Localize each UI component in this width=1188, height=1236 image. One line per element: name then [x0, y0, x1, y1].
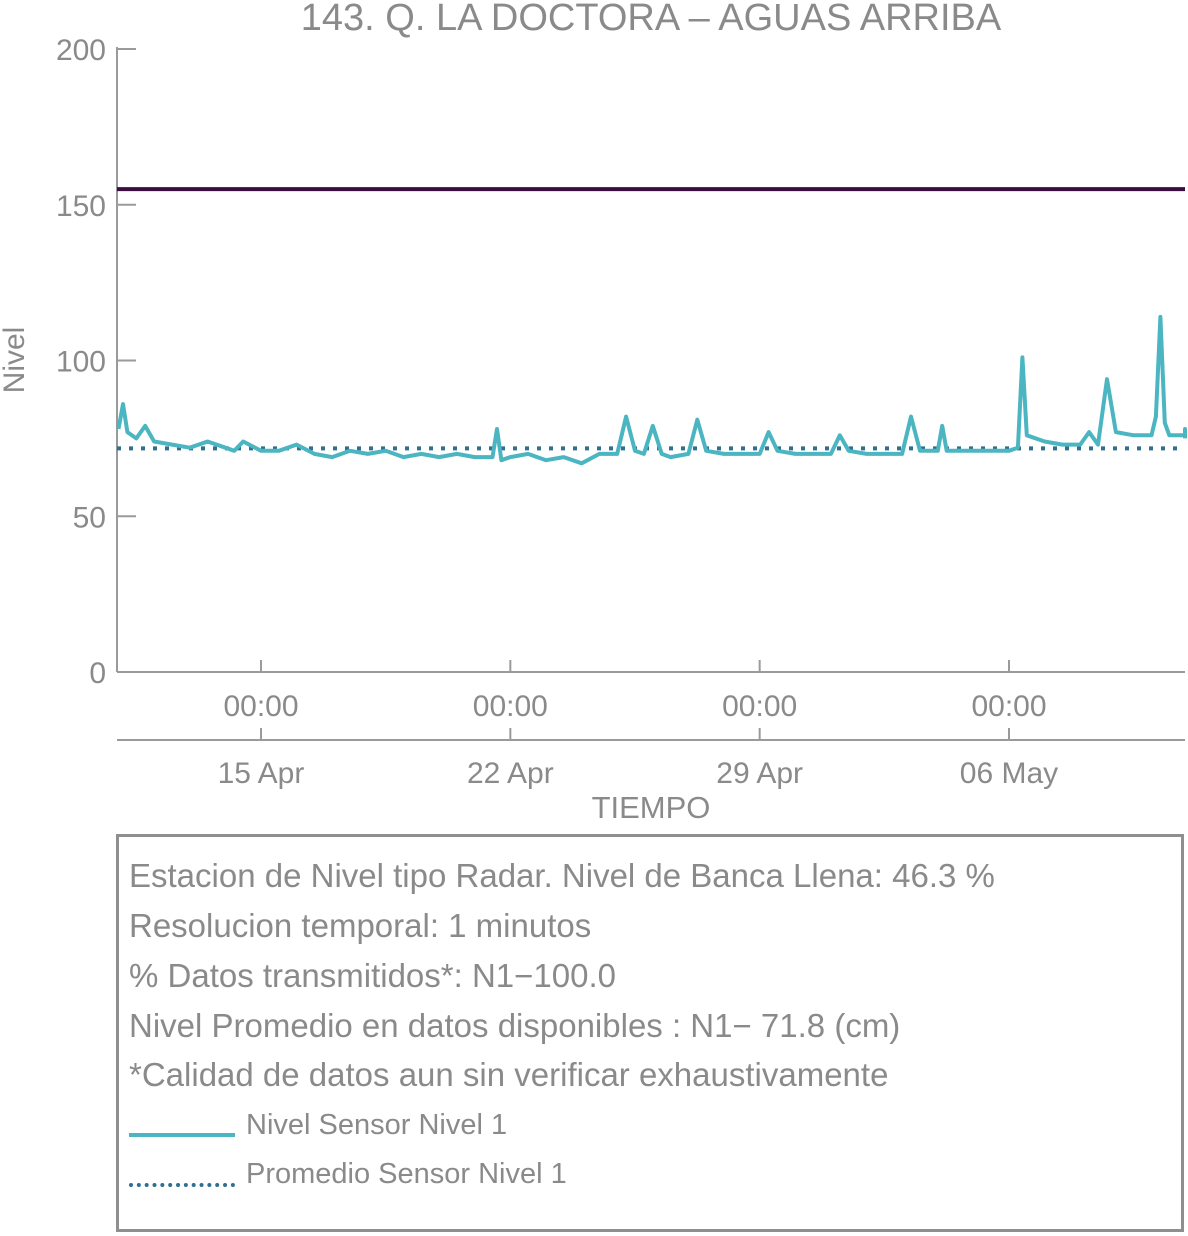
series-sensor-line: [116, 314, 1187, 466]
chart: 143. Q. LA DOCTORA – AGUAS ARRIBA Nivel …: [0, 0, 1187, 825]
x-tick-time-label: 00:00: [473, 690, 548, 723]
chart-title: 143. Q. LA DOCTORA – AGUAS ARRIBA: [301, 0, 1002, 39]
info-legend-box: Estacion de Nivel tipo Radar. Nivel de B…: [116, 834, 1184, 1232]
legend-sensor-label: Nivel Sensor Nivel 1: [246, 1109, 508, 1141]
info-quality-note: *Calidad de datos aun sin verificar exha…: [129, 1056, 889, 1093]
x-date-tick-label: 29 Apr: [716, 757, 803, 790]
axes: 0 50 100 150 200 00:00 15 Apr 00:00 22 Apr 00:00 2…: [56, 34, 1185, 790]
x-tick-time-label: 00:00: [223, 690, 298, 723]
y-tick-label: 100: [56, 346, 106, 379]
x-date-tick-label: 22 Apr: [467, 757, 554, 790]
x-tick-time-label: 00:00: [722, 690, 797, 723]
info-average: Nivel Promedio en datos disponibles : N1…: [129, 1007, 901, 1044]
legend-average-swatch: [129, 1183, 235, 1187]
x-tick-time-label: 00:00: [971, 690, 1046, 723]
info-station-type: Estacion de Nivel tipo Radar. Nivel de B…: [129, 857, 995, 894]
x-axis-label: TIEMPO: [592, 790, 711, 825]
y-tick-label: 0: [89, 657, 106, 690]
info-resolution: Resolucion temporal: 1 minutos: [129, 907, 592, 944]
legend-average-label: Promedio Sensor Nivel 1: [246, 1158, 567, 1190]
legend-sensor-swatch: [129, 1133, 235, 1137]
y-axis-label: Nivel: [0, 327, 31, 394]
plot-area: [116, 187, 1187, 466]
info-transmitted: % Datos transmitidos*: N1−100.0: [129, 957, 616, 994]
x-date-tick-label: 06 May: [960, 757, 1058, 790]
x-date-tick-label: 15 Apr: [218, 757, 305, 790]
y-tick-label: 50: [73, 501, 106, 534]
y-tick-label: 200: [56, 34, 106, 67]
y-tick-label: 150: [56, 190, 106, 223]
